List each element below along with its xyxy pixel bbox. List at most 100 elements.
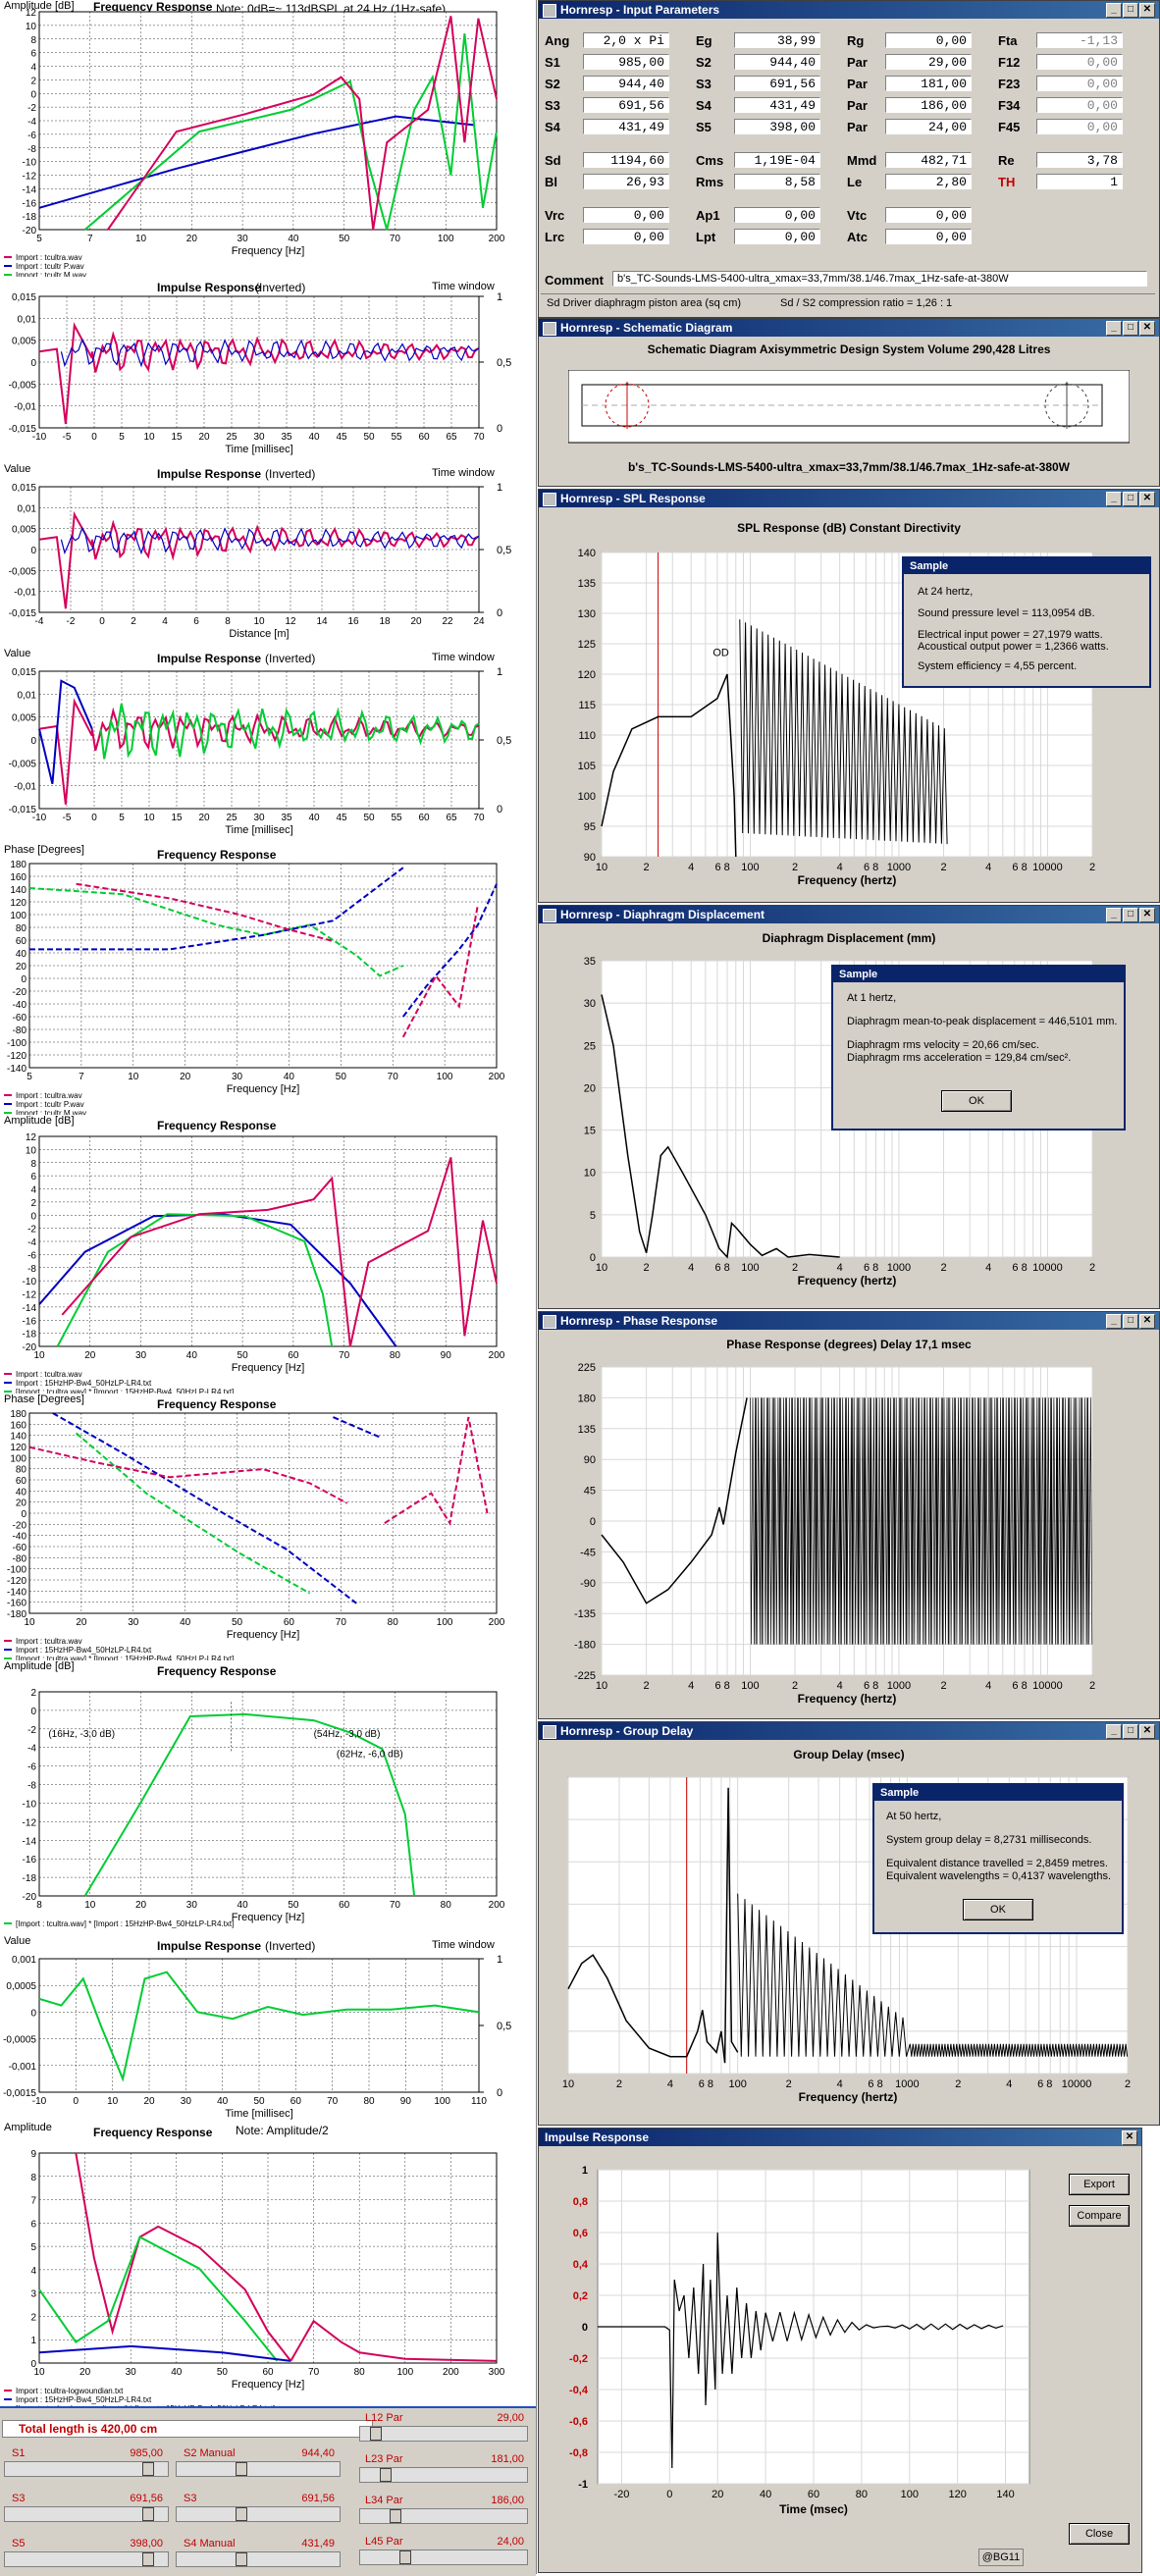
minimize-button[interactable]: _ <box>1106 1314 1122 1329</box>
y-tick-label: -100 <box>7 1565 26 1576</box>
y-tick-label: -1 <box>578 2479 588 2491</box>
maximize-button[interactable]: □ <box>1123 908 1138 922</box>
x-tick-label: 4 <box>985 862 991 873</box>
param-value-rg[interactable]: 0,00 <box>885 32 972 48</box>
par-slider-thumb[interactable] <box>380 2468 392 2482</box>
y-tick-label: 40 <box>16 949 27 960</box>
param-value-cms[interactable]: 1,19E-04 <box>734 152 820 168</box>
slider-thumb[interactable] <box>142 2507 154 2521</box>
x-tick-label: 50 <box>237 1350 249 1361</box>
x-tick-label: 20 <box>143 2096 155 2107</box>
param-value-s3[interactable]: 691,56 <box>583 97 669 113</box>
close-button[interactable]: ✕ <box>1139 3 1155 18</box>
param-value-mmd[interactable]: 482,71 <box>885 152 972 168</box>
param-value-bl[interactable]: 26,93 <box>583 174 669 189</box>
param-value-f34[interactable]: 0,00 <box>1036 97 1123 113</box>
time-window-label: Time window <box>432 467 495 479</box>
close-button[interactable]: ✕ <box>1139 1314 1155 1329</box>
minimize-button[interactable]: _ <box>1106 908 1122 922</box>
slider-track[interactable] <box>4 2551 169 2567</box>
param-label-s3: S3 <box>545 98 560 113</box>
close-button[interactable]: ✕ <box>1122 2130 1137 2145</box>
maximize-button[interactable]: □ <box>1123 1724 1138 1739</box>
series-line <box>598 2232 1004 2469</box>
param-value-sd[interactable]: 1194,60 <box>583 152 669 168</box>
par-slider-track[interactable] <box>359 2426 528 2442</box>
param-value-f45[interactable]: 0,00 <box>1036 119 1123 134</box>
param-value-s1[interactable]: 985,00 <box>583 54 669 70</box>
maximize-button[interactable]: □ <box>1123 3 1138 18</box>
par-slider-track[interactable] <box>359 2467 528 2483</box>
maximize-button[interactable]: □ <box>1123 1314 1138 1329</box>
close-window-button[interactable]: Close <box>1069 2523 1130 2545</box>
slider-track[interactable] <box>176 2551 341 2567</box>
param-value-s3[interactable]: 691,56 <box>734 76 820 91</box>
slider-thumb[interactable] <box>142 2552 154 2566</box>
param-value-ang[interactable]: 2,0 x Pi <box>583 32 669 48</box>
minimize-button[interactable]: _ <box>1106 321 1122 336</box>
param-value-lpt[interactable]: 0,00 <box>734 229 820 244</box>
y-tick-label: -18 <box>23 1873 37 1884</box>
param-value-s4[interactable]: 431,49 <box>734 97 820 113</box>
param-value-atc[interactable]: 0,00 <box>885 229 972 244</box>
close-button[interactable]: ✕ <box>1139 321 1155 336</box>
param-value-rms[interactable]: 8,58 <box>734 174 820 189</box>
minimize-button[interactable]: _ <box>1106 492 1122 506</box>
export-button[interactable]: Export <box>1069 2174 1130 2195</box>
param-value-ap1[interactable]: 0,00 <box>734 207 820 223</box>
series-line <box>750 1397 1093 1645</box>
param-value-vrc[interactable]: 0,00 <box>583 207 669 223</box>
slider-track[interactable] <box>4 2461 169 2477</box>
slider-thumb[interactable] <box>236 2462 247 2476</box>
dialog-ok-button[interactable]: OK <box>941 1090 1012 1112</box>
param-value-th[interactable]: 1 <box>1036 174 1123 189</box>
slider-track[interactable] <box>4 2506 169 2522</box>
param-value-s5[interactable]: 398,00 <box>734 119 820 134</box>
x-tick-label: 6 8 <box>714 1262 729 1274</box>
slider-thumb[interactable] <box>236 2552 247 2566</box>
param-value-f12[interactable]: 0,00 <box>1036 54 1123 70</box>
param-value-re[interactable]: 3,78 <box>1036 152 1123 168</box>
comment-field[interactable]: b's_TC-Sounds-LMS-5400-ultra_xmax=33,7mm… <box>612 271 1147 287</box>
x-tick-label: 45 <box>336 432 347 443</box>
y-tick-label: 115 <box>578 700 596 711</box>
param-value-f23[interactable]: 0,00 <box>1036 76 1123 91</box>
slider-thumb[interactable] <box>236 2507 247 2521</box>
par-slider-thumb[interactable] <box>399 2550 411 2564</box>
close-button[interactable]: ✕ <box>1139 1724 1155 1739</box>
param-value-s2[interactable]: 944,40 <box>734 54 820 70</box>
param-value-par[interactable]: 186,00 <box>885 97 972 113</box>
param-value-s4[interactable]: 431,49 <box>583 119 669 134</box>
phase-heading: Phase Response (degrees) Delay 17,1 msec <box>726 1338 972 1351</box>
par-slider-track[interactable] <box>359 2508 528 2524</box>
compare-button[interactable]: Compare <box>1069 2205 1130 2227</box>
minimize-button[interactable]: _ <box>1106 3 1122 18</box>
param-value-vtc[interactable]: 0,00 <box>885 207 972 223</box>
dialog-ok-button[interactable]: OK <box>963 1899 1033 1920</box>
param-value-le[interactable]: 2,80 <box>885 174 972 189</box>
maximize-button[interactable]: □ <box>1123 492 1138 506</box>
par-slider-thumb[interactable] <box>370 2427 382 2441</box>
par-slider-thumb[interactable] <box>390 2509 401 2523</box>
phase-window: Hornresp - Phase Response _ □ ✕ Phase Resp… <box>538 1311 1160 1719</box>
maximize-button[interactable]: □ <box>1123 321 1138 336</box>
slider-track[interactable] <box>176 2506 341 2522</box>
param-value-eg[interactable]: 38,99 <box>734 32 820 48</box>
x-axis-label: Frequency [Hz] <box>227 1629 300 1641</box>
param-value-fta[interactable]: -1,13 <box>1036 32 1123 48</box>
param-value-s2[interactable]: 944,40 <box>583 76 669 91</box>
par-slider-track[interactable] <box>359 2550 528 2565</box>
y-tick-label: -10 <box>23 158 37 169</box>
param-value-par[interactable]: 181,00 <box>885 76 972 91</box>
x-tick-label: 2 <box>940 1262 946 1274</box>
minimize-button[interactable]: _ <box>1106 1724 1122 1739</box>
param-value-par[interactable]: 29,00 <box>885 54 972 70</box>
slider-thumb[interactable] <box>142 2462 154 2476</box>
param-value-par[interactable]: 24,00 <box>885 119 972 134</box>
close-button[interactable]: ✕ <box>1139 492 1155 506</box>
close-button[interactable]: ✕ <box>1139 908 1155 922</box>
param-value-lrc[interactable]: 0,00 <box>583 229 669 244</box>
impulse-titlebar: Impulse Response ✕ <box>539 2129 1141 2146</box>
y-tick-label: -0,01 <box>14 588 36 599</box>
slider-track[interactable] <box>176 2461 341 2477</box>
